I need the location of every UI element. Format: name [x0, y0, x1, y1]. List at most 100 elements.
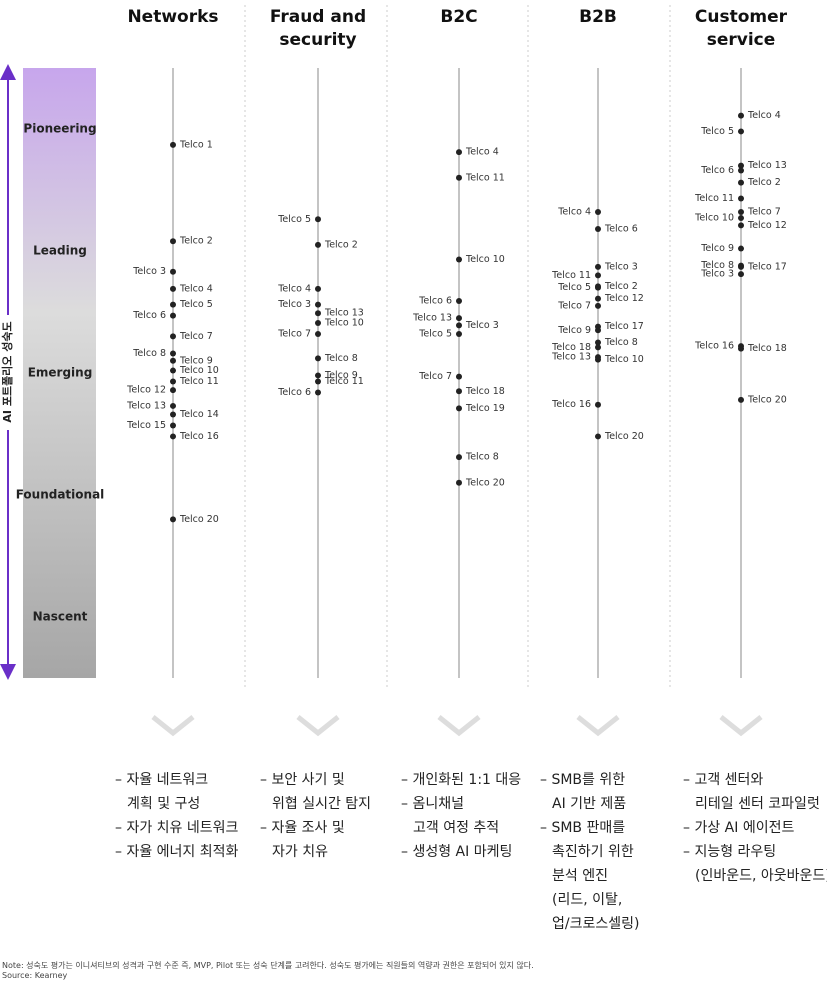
point	[595, 284, 601, 291]
point-label: Telco 13	[747, 160, 787, 171]
point	[315, 285, 321, 292]
point-label: Telco 11	[179, 376, 219, 387]
point	[315, 216, 321, 223]
bullet-line: 위협 실시간 탐지	[272, 796, 372, 812]
point-label: Telco 11	[551, 270, 591, 281]
point-label: Telco 13	[551, 352, 591, 363]
point	[456, 174, 462, 181]
point-label: Telco 10	[324, 317, 364, 328]
column-header: Customer service	[694, 7, 788, 50]
bullet-line: – 개인화된 1:1 대응	[401, 772, 522, 788]
bullet-line: 리테일 센터 코파일럿	[695, 796, 820, 812]
point-label: Telco 5	[700, 126, 734, 137]
point	[595, 226, 601, 233]
bullet-line: – 고객 센터와	[683, 772, 764, 788]
point	[456, 454, 462, 461]
chevron	[576, 715, 620, 737]
bullet-list: – 고객 센터와 리테일 센터 코파일럿 – 가상 AI 에이전트 – 지능형 라우팅…	[683, 768, 827, 888]
point-label: Telco 18	[465, 386, 505, 397]
point-label: Telco 12	[604, 293, 644, 304]
point	[595, 344, 601, 351]
point	[595, 356, 601, 363]
point-label: Telco 18	[747, 343, 787, 354]
point	[738, 167, 744, 174]
point-label: Telco 5	[557, 282, 591, 293]
point	[170, 285, 176, 292]
axis-label-bg	[0, 315, 16, 430]
point-label: Telco 20	[747, 394, 787, 405]
point-label: Telco 10	[179, 365, 219, 376]
point	[315, 378, 321, 385]
point-label: Telco 7	[747, 206, 781, 217]
point	[170, 433, 176, 440]
bullet-list: – 자율 네트워크 계획 및 구성 – 자가 치유 네트워크 – 자율 에너지 최적화	[115, 768, 238, 864]
point	[738, 128, 744, 135]
point	[170, 141, 176, 148]
point	[738, 208, 744, 215]
point-label: Telco 16	[551, 399, 591, 410]
point	[315, 355, 321, 362]
point-label: Telco 11	[694, 193, 734, 204]
point	[170, 387, 176, 394]
point	[170, 238, 176, 245]
bullet-line: – 옴니채널	[401, 796, 464, 812]
point	[738, 195, 744, 202]
bullet-line: – 보안 사기 및	[260, 772, 345, 788]
point	[595, 272, 601, 279]
bullet-line: – 자율 네트워크	[115, 772, 209, 788]
point	[456, 298, 462, 305]
level-label: Pioneering	[23, 122, 96, 136]
point-label: Telco 2	[747, 177, 781, 188]
point-label: Telco 3	[465, 320, 499, 331]
point	[595, 339, 601, 346]
point	[315, 330, 321, 337]
bullet-list: – SMB를 위한 AI 기반 제품 – SMB 판매를 촉진하기 위한 분석 엔진 (리…	[540, 768, 639, 936]
point-label: Telco 9	[557, 325, 591, 336]
point-label: Telco 7	[277, 328, 311, 339]
point-label: Telco 9	[324, 370, 358, 381]
point	[738, 112, 744, 119]
chevron	[437, 715, 481, 737]
point-label: Telco 17	[747, 261, 787, 272]
bullet-line: 자가 치유	[272, 844, 328, 860]
point-label: Telco 19	[465, 403, 505, 414]
level-label: Emerging	[28, 366, 93, 380]
maturity-band	[23, 68, 96, 678]
level-label: Leading	[33, 244, 87, 258]
point-label: Telco 8	[700, 260, 734, 271]
point-label: Telco 12	[747, 220, 787, 231]
point	[738, 396, 744, 403]
point	[738, 162, 744, 169]
point	[595, 208, 601, 215]
point	[456, 373, 462, 380]
bullet-line: – 자율 에너지 최적화	[115, 844, 239, 860]
bullet-line: 업/크로스셀링)	[552, 916, 640, 932]
point	[456, 315, 462, 322]
point	[595, 401, 601, 408]
point	[170, 312, 176, 319]
point	[738, 271, 744, 278]
column-header: B2B	[579, 7, 617, 27]
bullet-line: 계획 및 구성	[127, 796, 201, 812]
point	[595, 263, 601, 270]
point-label: Telco 4	[747, 110, 781, 121]
point-label: Telco 15	[126, 420, 166, 431]
point-label: Telco 6	[604, 224, 638, 235]
point	[738, 245, 744, 252]
point-label: Telco 7	[179, 331, 213, 342]
point-label: Telco 2	[604, 281, 638, 292]
bullet-line: – SMB를 위한	[540, 772, 626, 788]
point-label: Telco 6	[277, 387, 311, 398]
point-label: Telco 13	[126, 400, 166, 411]
point-label: Telco 9	[179, 355, 213, 366]
point	[456, 405, 462, 412]
point-label: Telco 10	[465, 254, 505, 265]
point	[170, 350, 176, 357]
point	[738, 222, 744, 229]
bullet-line: AI 기반 제품	[552, 796, 627, 812]
point	[456, 149, 462, 156]
y-axis-label: AI 포트폴리오 성숙도	[0, 321, 14, 422]
point	[595, 433, 601, 440]
